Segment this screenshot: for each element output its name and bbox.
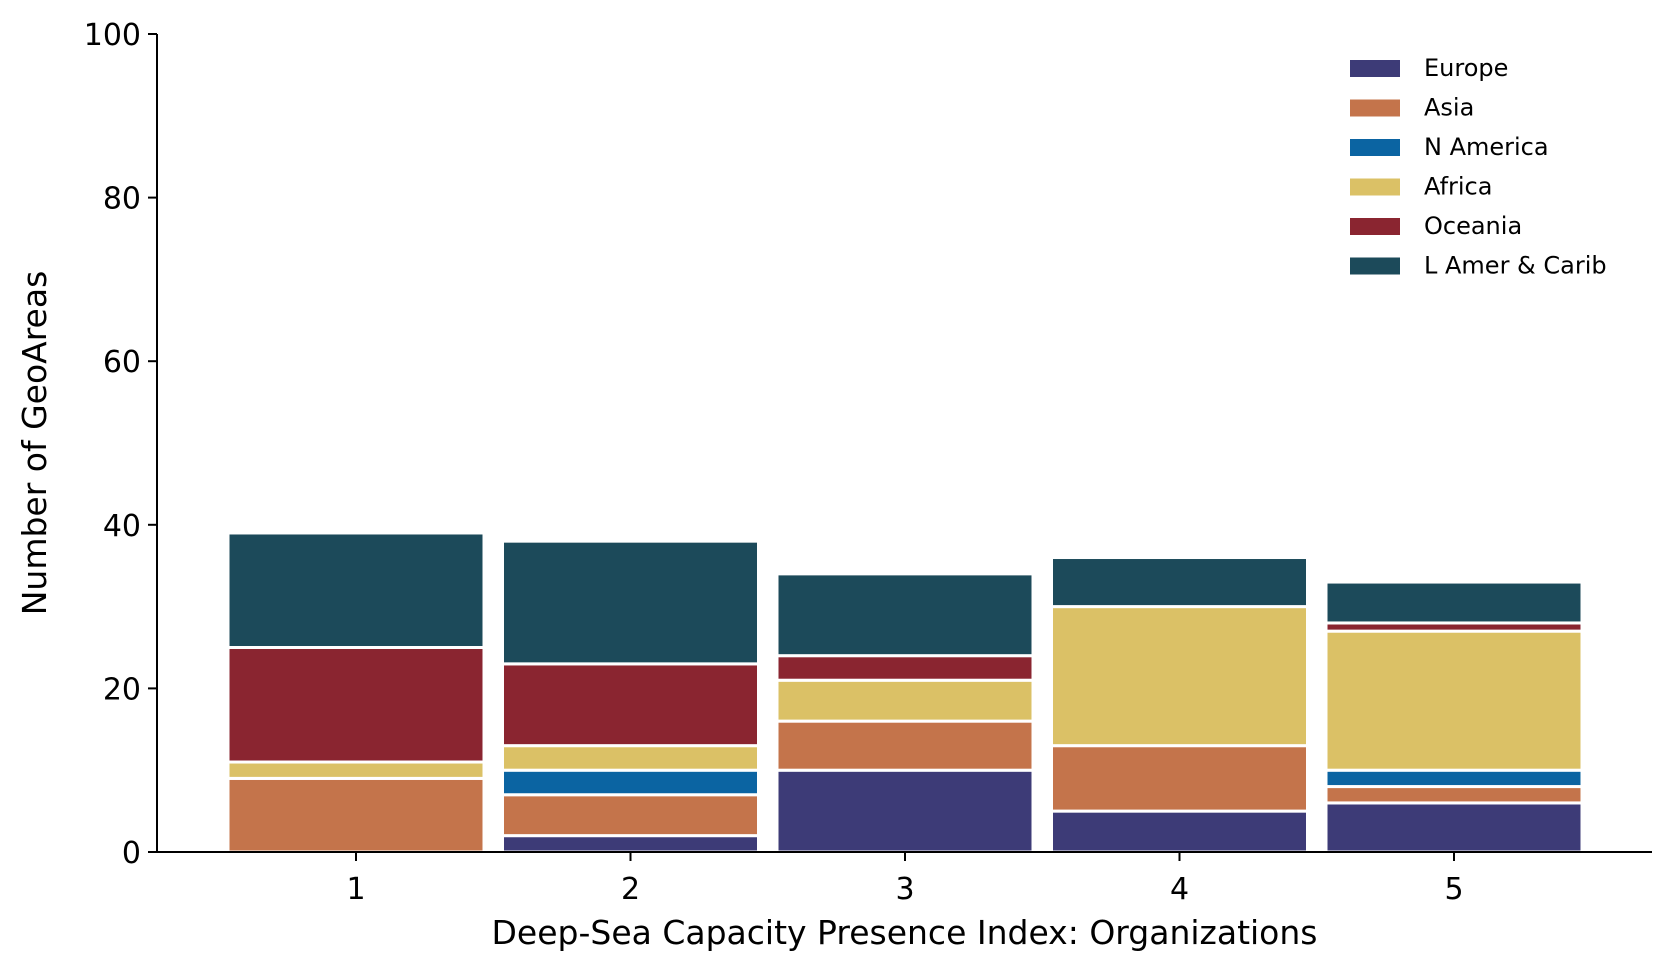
y-tick-label: 20 [103,672,141,707]
bar-segment [775,719,1035,772]
x-tick-label: 1 [346,872,365,907]
x-axis-title: Deep-Sea Capacity Presence Index: Organi… [492,913,1318,952]
bar-segment [501,834,760,854]
x-ticks: 1 2 3 4 5 [346,852,1464,907]
bar-segment [226,760,486,780]
legend-swatch [1350,139,1400,156]
x-tick-label: 2 [621,872,640,907]
legend-swatch [1350,257,1400,275]
legend-label: Africa [1424,173,1492,201]
legend-swatch [1350,178,1400,196]
x-tick-label: 4 [1170,872,1189,907]
bar-segment [1050,744,1309,813]
legend-label: Europe [1424,54,1508,82]
bar-segment [775,572,1035,658]
bar-segment [501,539,760,666]
bar-segment [226,646,486,764]
bar-segment [226,531,486,649]
y-tick-label: 0 [122,836,141,871]
bar-segment [1324,629,1584,772]
legend-label: Asia [1424,94,1474,122]
y-ticks: 0 20 40 60 80 100 [84,18,157,871]
legend-swatch [1350,60,1400,77]
bar-segment [775,654,1035,682]
x-tick-label: 3 [895,872,914,907]
bar-segment [1324,580,1584,625]
bar-segment [501,793,760,838]
legend-label: L Amer & Carib [1424,252,1607,280]
bar-segment [775,678,1035,723]
legend: Europe Asia N America Africa Oceania L Amer &… [1350,54,1607,280]
bar-segment [501,768,760,797]
legend-swatch [1350,99,1400,117]
bar-segment [1050,809,1309,854]
legend-label: N America [1424,133,1549,161]
bar-segment [1050,605,1309,748]
x-tick-label: 5 [1444,872,1463,907]
y-tick-label: 80 [103,182,141,217]
y-axis-title: Number of GeoAreas [15,271,54,616]
bar-segment [1324,801,1584,854]
legend-label: Oceania [1424,212,1522,240]
bars-layer [226,531,1584,854]
y-tick-label: 40 [103,509,141,544]
y-tick-label: 60 [103,345,141,380]
bar-segment [501,744,760,772]
bar-segment [1324,768,1584,789]
bar-segment [226,776,486,854]
y-tick-label: 100 [84,18,141,53]
bar-segment [1324,785,1584,805]
bar-segment [501,662,760,748]
bar-segment [775,768,1035,854]
legend-swatch [1350,218,1400,235]
bar-segment [1050,556,1309,609]
